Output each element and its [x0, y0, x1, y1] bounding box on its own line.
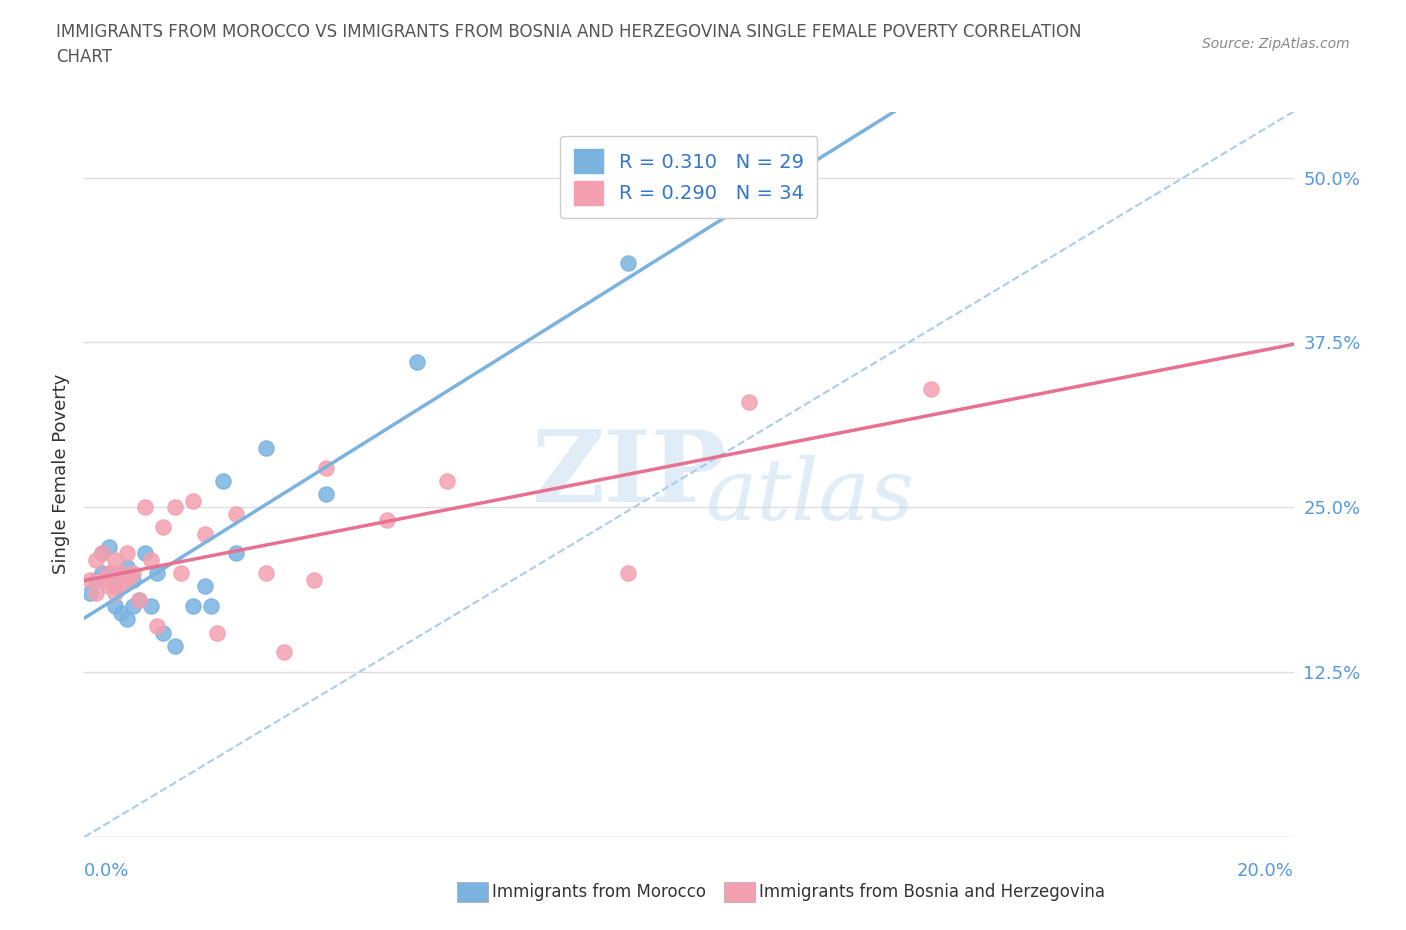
Point — [181, 493, 204, 508]
Point — [152, 625, 174, 640]
Point — [194, 579, 217, 594]
Point — [617, 565, 640, 580]
Point — [181, 599, 204, 614]
Point — [128, 592, 150, 607]
Point — [110, 565, 132, 580]
Point — [121, 572, 143, 587]
Point — [121, 599, 143, 614]
Point — [104, 579, 127, 594]
Point — [139, 552, 162, 567]
Point — [104, 599, 127, 614]
Point — [134, 499, 156, 514]
Point — [91, 565, 114, 580]
Point — [79, 586, 101, 601]
Text: IMMIGRANTS FROM MOROCCO VS IMMIGRANTS FROM BOSNIA AND HERZEGOVINA SINGLE FEMALE : IMMIGRANTS FROM MOROCCO VS IMMIGRANTS FR… — [56, 23, 1081, 41]
Point — [91, 546, 114, 561]
Point — [170, 565, 193, 580]
Point — [139, 599, 162, 614]
Text: ZIP: ZIP — [531, 426, 725, 523]
Y-axis label: Single Female Poverty: Single Female Poverty — [52, 374, 70, 575]
Point — [315, 460, 337, 475]
Point — [315, 486, 337, 501]
Point — [225, 507, 247, 522]
Point — [97, 565, 120, 580]
Point — [115, 612, 138, 627]
Point — [617, 256, 640, 271]
Text: 20.0%: 20.0% — [1237, 862, 1294, 880]
Text: CHART: CHART — [56, 48, 112, 66]
Text: atlas: atlas — [706, 455, 914, 538]
Point — [436, 473, 458, 488]
Point — [146, 565, 169, 580]
Point — [128, 592, 150, 607]
Point — [91, 546, 114, 561]
Point — [406, 354, 429, 369]
Point — [165, 499, 187, 514]
Point — [115, 546, 138, 561]
Text: Immigrants from Morocco: Immigrants from Morocco — [492, 883, 706, 901]
Point — [79, 572, 101, 587]
Point — [110, 565, 132, 580]
Point — [194, 526, 217, 541]
Point — [375, 513, 398, 528]
Point — [254, 565, 277, 580]
Point — [86, 572, 108, 587]
Point — [302, 572, 325, 587]
Point — [104, 586, 127, 601]
Point — [104, 552, 127, 567]
Point — [152, 520, 174, 535]
Point — [207, 625, 229, 640]
Point — [86, 586, 108, 601]
Point — [97, 579, 120, 594]
Text: 0.0%: 0.0% — [84, 862, 129, 880]
Point — [86, 552, 108, 567]
Point — [273, 644, 295, 659]
Point — [115, 559, 138, 574]
Point — [110, 579, 132, 594]
Text: Source: ZipAtlas.com: Source: ZipAtlas.com — [1202, 37, 1350, 51]
Point — [165, 638, 187, 653]
Text: Immigrants from Bosnia and Herzegovina: Immigrants from Bosnia and Herzegovina — [759, 883, 1105, 901]
Point — [134, 546, 156, 561]
Point — [254, 441, 277, 456]
Point — [225, 546, 247, 561]
Point — [115, 572, 138, 587]
Point — [97, 565, 120, 580]
Point — [91, 572, 114, 587]
Point — [738, 394, 761, 409]
Point — [212, 473, 235, 488]
Point — [110, 605, 132, 620]
Point — [146, 618, 169, 633]
Point — [920, 381, 942, 396]
Point — [97, 539, 120, 554]
Point — [200, 599, 222, 614]
Point — [121, 565, 143, 580]
Legend: R = 0.310   N = 29, R = 0.290   N = 34: R = 0.310 N = 29, R = 0.290 N = 34 — [561, 136, 817, 219]
